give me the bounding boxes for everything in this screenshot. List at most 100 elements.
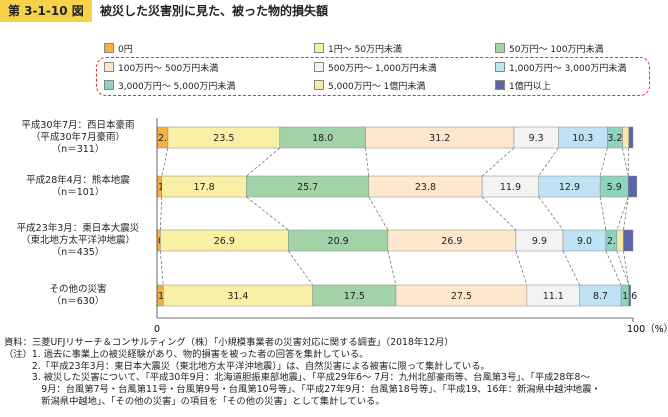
connector-line: [538, 196, 564, 231]
bar-segment: [628, 126, 634, 149]
legend-item: 1円～ 50万円未満: [314, 43, 402, 55]
data-label: 11.1: [543, 291, 564, 302]
data-label: 9.3: [529, 133, 544, 144]
data-label: 31.2: [429, 133, 450, 144]
category-label-line: （n＝435）: [51, 246, 105, 258]
category-label-line: その他の災害: [49, 283, 107, 295]
connector-line: [246, 147, 281, 177]
category-label: 平成23年3月：東日本大震災 （東北地方太平洋沖地震） （n＝435）: [4, 223, 152, 259]
category-label-line: 平成30年7月：西日本豪雨: [21, 119, 135, 131]
data-label: 26.9: [214, 236, 235, 247]
data-label: 31.4: [227, 291, 248, 302]
category-label-line: （東北地方太平洋沖地震）: [20, 234, 135, 246]
data-label: 20.9: [328, 236, 349, 247]
data-label: 26.9: [441, 236, 462, 247]
connector-line: [288, 250, 313, 286]
bar-segment: [627, 175, 638, 198]
legend-swatch: [104, 62, 114, 72]
connector-line: [562, 250, 581, 286]
data-label: 2.3: [607, 236, 622, 247]
category-label-line: （n＝630）: [51, 295, 105, 307]
category-label: 平成30年7月：西日本豪雨 （平成30年7月豪雨） （n＝311）: [4, 120, 152, 156]
source-note: 資料：三菱UFJリサーチ＆コンサルティング（株）「小規模事業者の災害対応に関する…: [4, 337, 454, 348]
note-1: （注）1. 過去に事業上の被災経験があり、物的損害を被った者の回答を集計している…: [4, 348, 369, 360]
data-label: 8.7: [593, 291, 608, 302]
data-label: 10.3: [572, 133, 593, 144]
x-tick-label: 100（%）: [627, 323, 668, 335]
data-label: 5.9: [607, 182, 622, 193]
legend-label: 5,000万円～ 1億円未満: [328, 82, 426, 92]
legend-label: 3,000万円～ 5,000万円未満: [118, 82, 236, 92]
figure-number: 第 3-1-10 図: [0, 0, 92, 22]
data-label: 9.9: [532, 236, 547, 247]
connector-line: [159, 196, 163, 231]
note-3: 3. 被災した災害について、「平成30年9月：北海道胆振東部地震」、「平成29年…: [4, 372, 590, 384]
legend-item: 500万円～ 1,000万円未満: [314, 62, 437, 74]
notes: 資料：三菱UFJリサーチ＆コンサルティング（株）「小規模事業者の災害対応に関する…: [4, 337, 664, 408]
category-label-line: 平成28年4月：熊本地震: [26, 174, 130, 186]
data-label: 18.0: [312, 133, 333, 144]
note-2: 2.「平成23年3月：東日本大震災（東北地方太平洋沖地震）」は、自然災害による被…: [4, 360, 490, 372]
connector-line: [616, 196, 629, 231]
connector-line: [481, 196, 517, 231]
connector-line: [616, 250, 630, 286]
bar-segment: [616, 229, 624, 252]
data-label: 23.8: [415, 182, 436, 193]
bar-segment: [623, 229, 634, 252]
category-label-line: （n＝101）: [51, 186, 105, 198]
connector-line: [515, 250, 528, 286]
bar-segment: [622, 126, 629, 149]
legend-label: 50万円～ 100万円未満: [509, 45, 604, 55]
connector-line: [365, 147, 370, 177]
connector-line: [246, 196, 289, 231]
legend-item: 100万円～ 500万円未満: [104, 62, 218, 74]
category-label: 平成28年4月：熊本地震 （n＝101）: [4, 175, 152, 199]
connector-line: [623, 196, 629, 231]
legend-label: 500万円～ 1,000万円未満: [328, 64, 437, 74]
figure-header: 第 3-1-10 図 被災した災害別に見た、被った物的損失額: [0, 0, 668, 22]
bar-segment: [628, 284, 631, 307]
figure-title: 被災した災害別に見た、被った物的損失額: [100, 4, 329, 18]
stacked-bar-chart: 2.323.518.031.29.310.33.21.017.825.723.8…: [154, 118, 668, 335]
data-label: 17.5: [344, 291, 365, 302]
legend-item: 1億円以上: [495, 80, 551, 92]
connector-line: [622, 147, 629, 177]
data-label: 11.9: [500, 182, 521, 193]
data-label: 2.3: [158, 133, 173, 144]
x-tick-label: 0: [154, 324, 160, 335]
data-label: 3.2: [607, 133, 622, 144]
legend-swatch: [495, 80, 505, 90]
legend-swatch: [314, 43, 324, 53]
legend-highlight-box: [96, 57, 650, 96]
legend-swatch: [314, 80, 324, 90]
note-3-cont-1: 9月：台風第7号・台風第11号・台風第9号・台風第10号等」、「平成27年9月：…: [4, 384, 601, 396]
data-label: 9.0: [577, 236, 592, 247]
category-label-line: 平成23年3月：東日本大震災: [16, 222, 140, 234]
data-label: 23.5: [213, 133, 234, 144]
connector-line: [599, 196, 607, 231]
connector-line: [368, 196, 389, 231]
data-label: 12.9: [559, 182, 580, 193]
connector-line: [161, 147, 169, 177]
connector-line: [599, 147, 608, 177]
legend-label: 0円: [118, 45, 133, 55]
legend-label: 1円～ 50万円未満: [328, 45, 403, 55]
connector-line: [159, 250, 164, 286]
data-label: 27.5: [451, 291, 472, 302]
connector-line: [605, 250, 622, 286]
legend-item: 3,000万円～ 5,000万円未満: [104, 80, 235, 92]
legend-label: 100万円～ 500万円未満: [118, 64, 219, 74]
legend-item: 0円: [104, 43, 133, 55]
legend-swatch: [495, 43, 505, 53]
connector-line: [538, 147, 559, 177]
legend-swatch: [314, 62, 324, 72]
category-label-line: （平成30年7月豪雨）: [30, 131, 126, 143]
data-label: 17.8: [194, 182, 215, 193]
connector-line: [387, 250, 397, 286]
connector-line: [481, 147, 515, 177]
connector-line: [623, 250, 630, 286]
legend-label: 1,000万円～ 3,000万円未満: [509, 64, 627, 74]
legend-item: 50万円～ 100万円未満: [495, 43, 604, 55]
legend-label: 1億円以上: [509, 82, 551, 92]
legend-swatch: [495, 62, 505, 72]
